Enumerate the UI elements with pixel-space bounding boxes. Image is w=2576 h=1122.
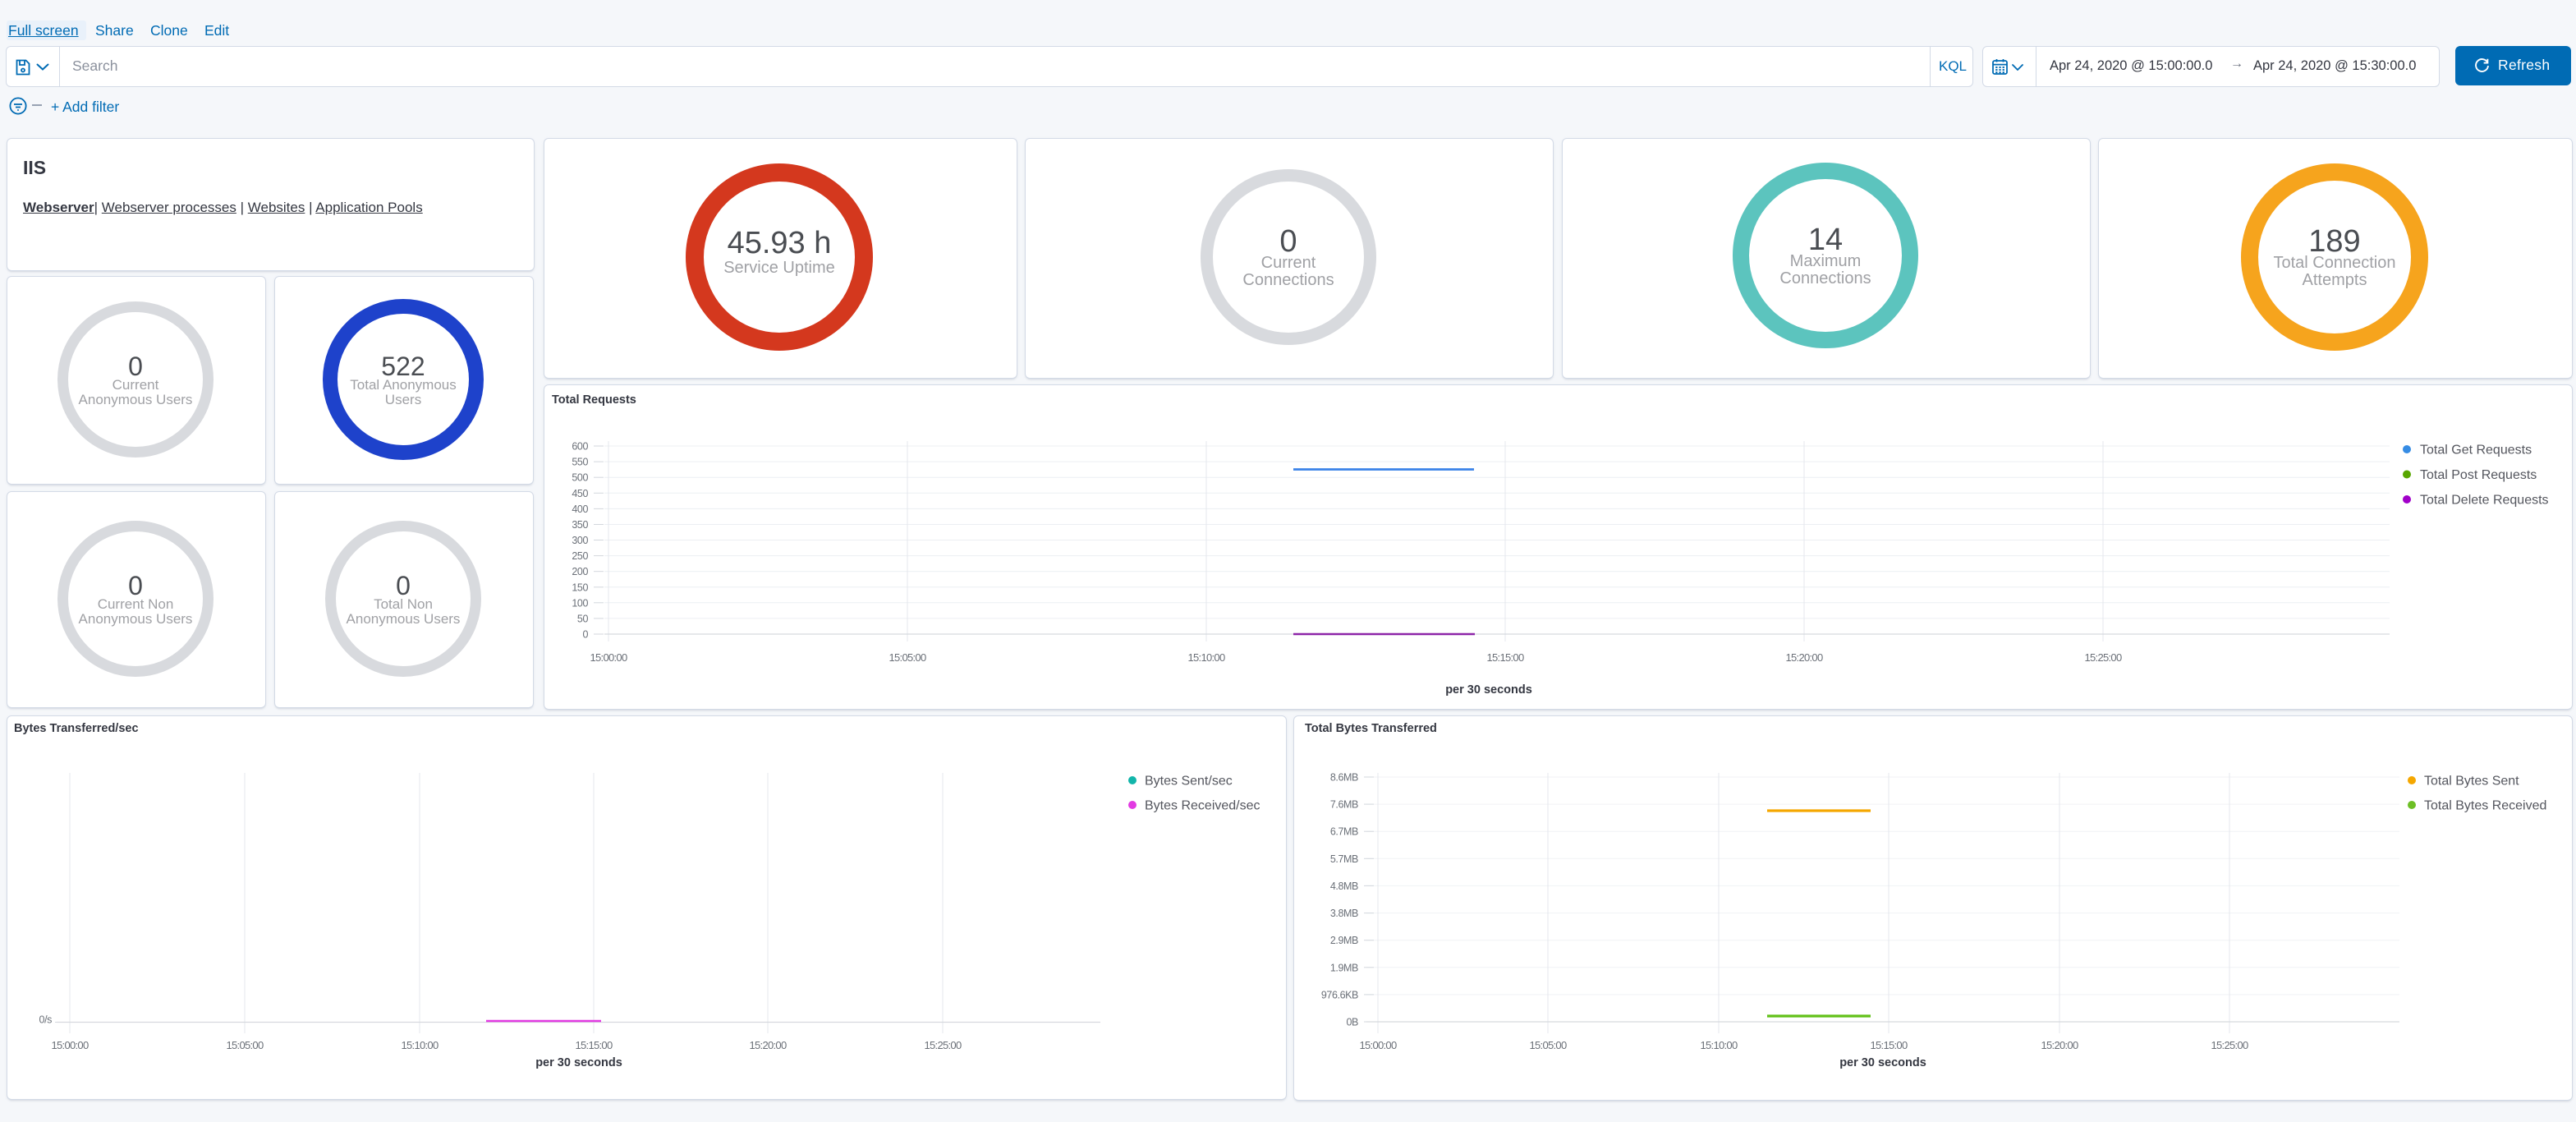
svg-text:100: 100 [572, 597, 588, 609]
svg-text:200: 200 [572, 566, 588, 577]
svg-text:15:15:00: 15:15:00 [1870, 1039, 1907, 1051]
svg-text:550: 550 [572, 457, 588, 468]
svg-text:3.8MB: 3.8MB [1330, 908, 1358, 919]
svg-text:50: 50 [577, 613, 589, 624]
svg-text:Total Get Requests: Total Get Requests [2420, 444, 2532, 458]
svg-text:Total Bytes Sent: Total Bytes Sent [2424, 775, 2519, 789]
svg-text:0/s: 0/s [39, 1014, 53, 1026]
svg-text:Total Post Requests: Total Post Requests [2420, 468, 2537, 482]
svg-text:15:20:00: 15:20:00 [1785, 651, 1822, 664]
svg-text:450: 450 [572, 488, 588, 499]
svg-text:300: 300 [572, 535, 588, 546]
svg-text:Bytes Received/sec: Bytes Received/sec [1145, 799, 1260, 813]
svg-text:15:05:00: 15:05:00 [889, 651, 925, 664]
svg-text:15:10:00: 15:10:00 [1187, 651, 1224, 664]
svg-text:600: 600 [572, 441, 588, 453]
svg-text:15:00:00: 15:00:00 [590, 651, 627, 664]
svg-text:15:10:00: 15:10:00 [1700, 1039, 1737, 1051]
svg-text:per 30 seconds: per 30 seconds [535, 1056, 622, 1069]
svg-text:15:25:00: 15:25:00 [2084, 651, 2121, 664]
svg-text:Total Delete Requests: Total Delete Requests [2420, 494, 2549, 508]
svg-text:150: 150 [572, 582, 588, 593]
svg-text:2.9MB: 2.9MB [1330, 935, 1358, 946]
svg-text:15:00:00: 15:00:00 [51, 1039, 88, 1051]
svg-text:15:20:00: 15:20:00 [2041, 1039, 2078, 1051]
svg-text:15:05:00: 15:05:00 [226, 1039, 263, 1051]
svg-text:15:05:00: 15:05:00 [1529, 1039, 1566, 1051]
svg-text:8.6MB: 8.6MB [1330, 772, 1358, 784]
svg-text:per 30 seconds: per 30 seconds [1445, 683, 1532, 697]
svg-text:500: 500 [572, 472, 588, 484]
svg-text:15:15:00: 15:15:00 [575, 1039, 612, 1051]
svg-text:7.6MB: 7.6MB [1330, 799, 1358, 811]
svg-text:15:10:00: 15:10:00 [401, 1039, 438, 1051]
svg-text:350: 350 [572, 519, 588, 531]
svg-text:4.8MB: 4.8MB [1330, 881, 1358, 892]
svg-text:5.7MB: 5.7MB [1330, 853, 1358, 865]
svg-text:6.7MB: 6.7MB [1330, 826, 1358, 838]
svg-text:per 30 seconds: per 30 seconds [1839, 1056, 1926, 1069]
svg-text:Total Bytes Received: Total Bytes Received [2424, 799, 2546, 813]
svg-text:15:00:00: 15:00:00 [1359, 1039, 1396, 1051]
svg-text:250: 250 [572, 550, 588, 562]
svg-text:976.6KB: 976.6KB [1321, 989, 1358, 1000]
svg-text:0B: 0B [1347, 1017, 1359, 1028]
svg-text:15:20:00: 15:20:00 [749, 1039, 786, 1051]
svg-text:1.9MB: 1.9MB [1330, 962, 1358, 973]
svg-text:0: 0 [582, 629, 588, 641]
svg-text:15:25:00: 15:25:00 [2211, 1039, 2248, 1051]
svg-text:400: 400 [572, 504, 588, 515]
svg-text:15:15:00: 15:15:00 [1486, 651, 1523, 664]
svg-text:Bytes Sent/sec: Bytes Sent/sec [1145, 775, 1233, 789]
svg-text:15:25:00: 15:25:00 [924, 1039, 961, 1051]
